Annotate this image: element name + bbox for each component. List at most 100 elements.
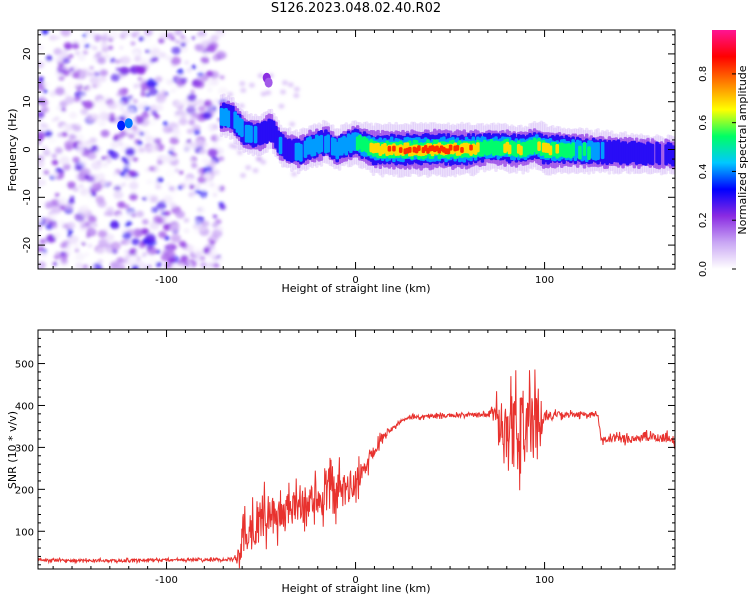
noise-blob	[211, 222, 219, 228]
noise-blob	[64, 96, 75, 105]
noise-blob	[200, 56, 210, 64]
noise-blob	[46, 234, 57, 243]
noise-blob	[206, 81, 213, 88]
noise-blob	[122, 166, 130, 173]
noise-blob	[64, 144, 73, 152]
noise-region	[38, 30, 302, 269]
noise-blob	[255, 156, 262, 162]
noise-blob	[186, 128, 194, 134]
noise-blob	[97, 229, 108, 239]
noise-blob	[122, 232, 132, 240]
noise-blob	[190, 158, 196, 163]
noise-blob	[185, 178, 197, 187]
ridge-cell	[249, 125, 253, 143]
noise-blob	[38, 264, 42, 269]
noise-blob	[197, 63, 207, 72]
noise-blob	[63, 66, 69, 71]
noise-blob	[205, 70, 214, 77]
noise-blob	[108, 31, 119, 40]
noise-blob	[170, 244, 177, 250]
noise-blob	[69, 111, 78, 119]
noise-blob	[217, 51, 227, 59]
noise-blob	[66, 228, 74, 234]
noise-blob	[83, 100, 94, 110]
noise-blob	[85, 197, 95, 204]
snr-y-tick-label: 400	[15, 401, 34, 412]
noise-blob	[227, 91, 234, 97]
spectrogram-y-tick-label: 20	[22, 48, 33, 61]
noise-blob	[207, 148, 219, 158]
noise-blob	[163, 195, 173, 204]
colorbar-tick-label: 0.0	[698, 261, 709, 277]
noise-blob	[99, 69, 108, 77]
noise-blob	[93, 223, 98, 227]
noise-blob	[108, 116, 116, 123]
noise-blob	[127, 170, 136, 177]
noise-blob	[113, 185, 122, 192]
noise-blob	[107, 181, 113, 186]
noise-blob	[144, 135, 154, 143]
noise-blob	[210, 34, 219, 42]
noise-blob	[101, 46, 109, 53]
noise-blob	[79, 205, 90, 214]
noise-blob	[110, 141, 119, 149]
noise-blob	[47, 135, 57, 144]
noise-blob	[156, 218, 164, 225]
noise-blob	[128, 248, 138, 256]
noise-blob	[93, 81, 102, 88]
noise-blob	[97, 258, 104, 265]
noise-blob	[158, 231, 167, 239]
noise-blob	[98, 120, 107, 127]
noise-blob	[101, 156, 106, 161]
noise-blob	[88, 72, 94, 77]
noise-blob	[131, 213, 136, 218]
figure-title: S126.2023.048.02.40.R02	[270, 1, 442, 16]
noise-blob	[120, 55, 131, 65]
noise-blob	[166, 79, 174, 86]
colorbar-ticks: 0.0 0.2 0.4 0.6 0.8	[698, 66, 736, 277]
noise-blob	[170, 56, 181, 66]
noise-blob	[205, 265, 212, 269]
noise-blob	[109, 57, 116, 63]
noise-blob	[38, 174, 46, 182]
ridge-cell	[519, 145, 523, 156]
ridge-cell	[398, 147, 403, 153]
ridge-cell	[476, 142, 480, 153]
noise-blob	[66, 181, 76, 189]
noise-blob	[85, 145, 92, 150]
ridge-blob	[264, 77, 273, 88]
noise-blob	[132, 228, 144, 238]
noise-blob	[180, 77, 188, 84]
noise-blob	[121, 156, 127, 162]
noise-blob	[100, 35, 108, 42]
snr-y-tick-label: 300	[15, 443, 34, 454]
noise-blob	[155, 104, 164, 112]
noise-blob	[196, 206, 206, 214]
noise-blob	[75, 252, 85, 261]
noise-blob	[245, 165, 252, 171]
noise-blob	[196, 98, 204, 106]
noise-blob	[74, 248, 80, 253]
noise-blob	[145, 49, 151, 54]
noise-blob	[38, 98, 49, 107]
snr-x-axis: -100 0 100	[52, 330, 659, 586]
noise-blob	[155, 261, 162, 268]
ridge-cell	[587, 146, 591, 161]
noise-blob	[78, 39, 86, 46]
noise-blob	[195, 138, 205, 147]
noise-blob	[51, 205, 62, 214]
noise-blob	[62, 163, 71, 171]
noise-blob	[140, 88, 146, 93]
noise-blob	[151, 110, 158, 116]
noise-blob	[260, 159, 267, 165]
noise-blob	[116, 257, 125, 264]
noise-blob	[210, 183, 220, 192]
noise-blob	[75, 82, 81, 87]
noise-blob	[142, 196, 147, 201]
noise-blob	[212, 192, 218, 197]
ridge-cell	[387, 145, 392, 152]
noise-blob	[51, 223, 58, 229]
noise-blob	[149, 257, 158, 264]
